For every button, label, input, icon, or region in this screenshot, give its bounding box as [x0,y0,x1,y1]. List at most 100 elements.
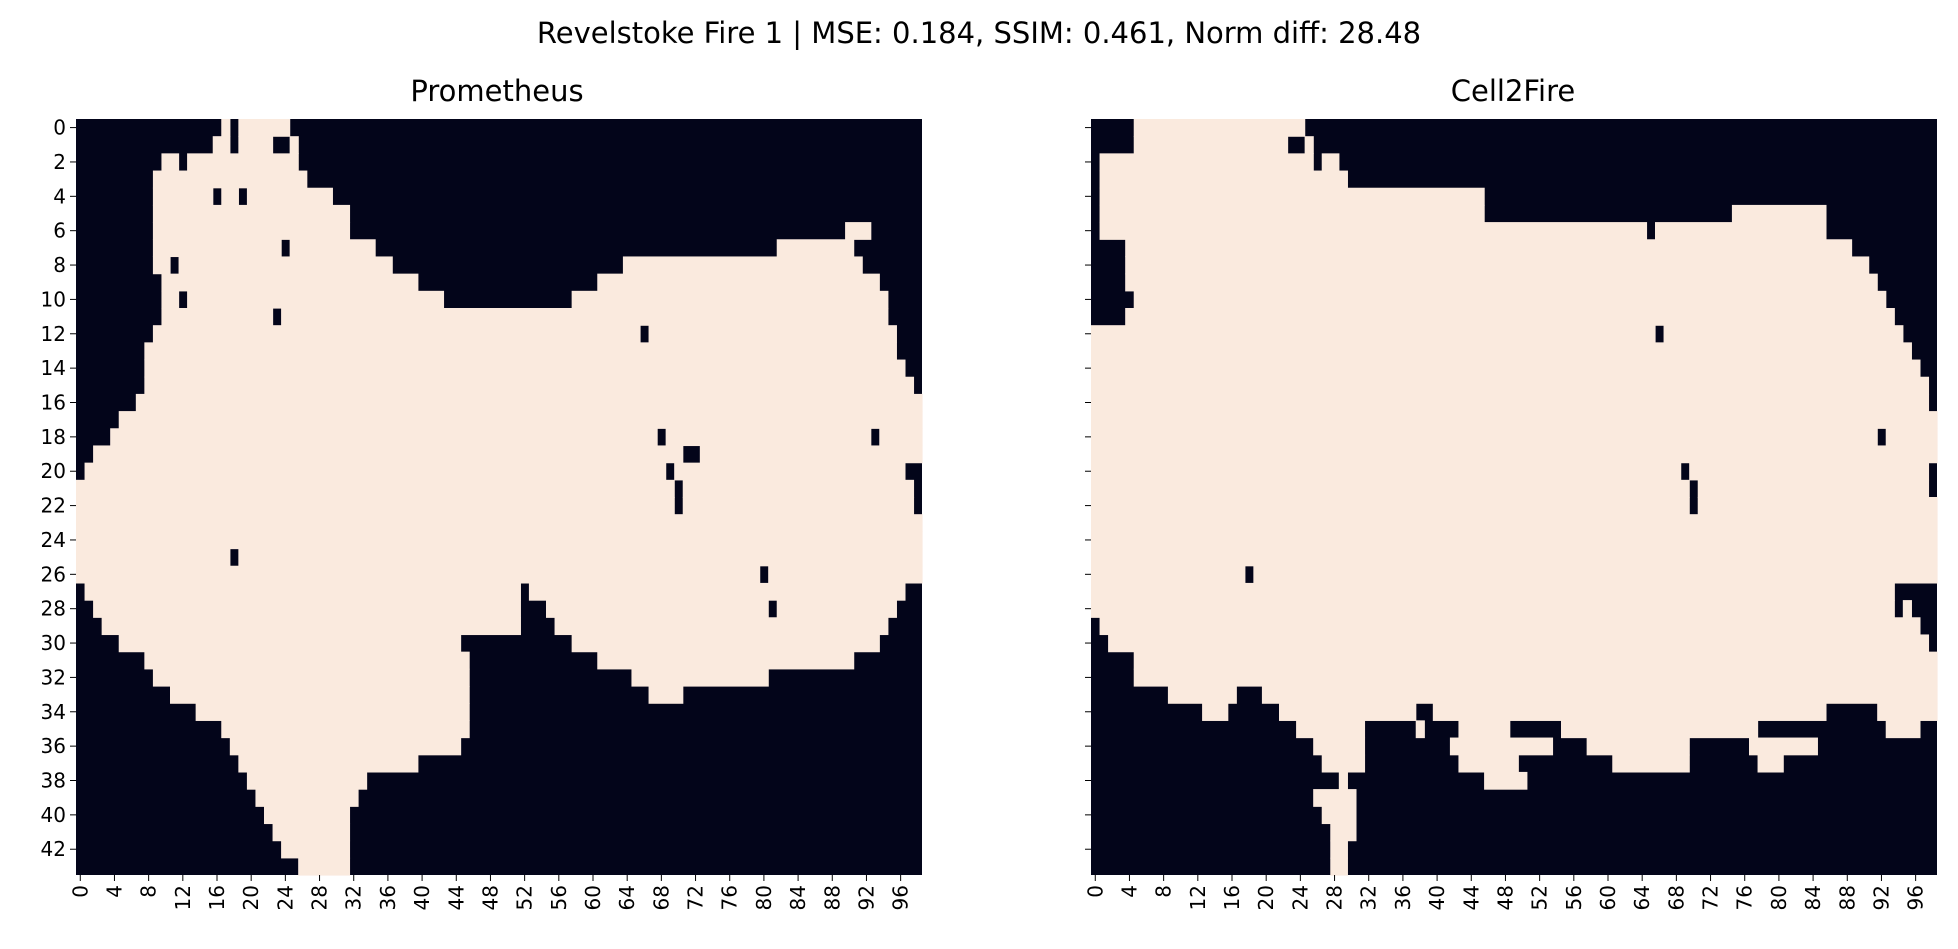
burned-cell-run [1133,119,1306,137]
burned-cell-run [1757,754,1784,773]
burned-cell-run [1133,136,1289,154]
x-tick-label: 36 [376,885,400,910]
burned-cell-run [776,600,897,618]
burned-cell-run [768,565,923,584]
burned-cell-run [1091,411,1938,429]
burned-cell-run [1099,222,1648,240]
x-tick-label: 20 [239,885,263,910]
burned-cell-run [152,222,351,240]
burned-cell-run [1091,428,1878,447]
y-tick-label: 24 [41,528,66,552]
burned-cell-run [1449,737,1554,756]
burned-cell-run [110,428,658,447]
x-tick-label: 0 [1083,885,1107,898]
x-tick-label: 40 [1425,885,1449,910]
burned-cell-run [1697,497,1938,515]
burned-cell-run [229,737,462,756]
y-tick-label: 20 [41,459,66,483]
burned-cell-run [84,462,667,481]
x-tick-label: 4 [102,885,126,898]
burned-cell-run [571,634,880,653]
x-tick-label: 24 [273,885,297,910]
burned-cell-run [1313,737,1366,756]
burned-cell-run [1099,170,1348,189]
x-tick-label: 52 [1528,885,1552,910]
burned-cell-run [187,290,445,309]
burned-cell-run [1091,445,1938,464]
x-tick-label: 88 [820,885,844,910]
burned-cell-run [161,153,180,172]
x-tick-label: 96 [889,885,913,910]
y-tick-label: 28 [41,597,66,621]
burned-cell-run [1458,720,1511,739]
burned-cell-run [1885,428,1938,447]
burned-cell-run [161,290,180,309]
burned-cell-run [76,497,675,515]
burned-cell-run [528,582,906,601]
burned-cell-run [1091,376,1930,395]
burned-cell-run [93,600,521,618]
burned-cell-run [221,720,470,739]
x-tick-label: 92 [1869,885,1893,910]
x-tick-label: 56 [1562,885,1586,910]
burned-cell-run [1091,531,1938,550]
burned-cell-run [1125,256,1870,275]
x-tick-label: 32 [342,885,366,910]
y-tick-label: 8 [53,253,66,277]
x-tick-label: 36 [1391,885,1415,910]
y-tick-label: 36 [41,734,66,758]
x-tick-label: 76 [1733,885,1757,910]
y-tick-label: 2 [53,150,66,174]
burned-cell-run [281,308,889,326]
burned-cell-run [1091,359,1921,378]
burned-cell-run [674,462,906,481]
burned-cell-run [1561,720,1759,739]
figure-title: Revelstoke Fire 1 | MSE: 0.184, SSIM: 0.… [537,16,1421,50]
burned-cell-run [93,445,684,464]
burned-cell-run [281,840,351,859]
burned-cell-run [682,497,915,515]
burned-cell-run [1655,222,1827,240]
heatmap-cells-prometheus [76,119,923,876]
burned-cell-run [152,668,470,687]
burned-cell-run [195,703,470,721]
burned-cell-run [170,686,470,704]
burned-cell-run [144,342,897,361]
panel-title-cell2fire: Cell2Fire [1451,74,1575,108]
burned-cell-run [1338,771,1348,790]
burned-cell-run [178,256,393,275]
burned-cell-run [161,273,419,292]
burned-cell-run [1091,497,1690,515]
burned-cell-run [597,651,855,670]
burned-cell-run [152,204,351,223]
burned-cell-run [76,479,675,498]
burned-cell-run [221,119,231,137]
burned-cell-run [622,256,863,275]
burned-cell-run [246,771,368,790]
burned-cell-run [1612,754,1690,773]
panel-title-prometheus: Prometheus [410,74,583,108]
burned-cell-run [289,136,299,154]
y-tick-label: 22 [41,494,66,518]
burned-cell-run [1689,462,1930,481]
y-tick-label: 6 [53,219,66,243]
burned-cell-run [546,600,769,618]
burned-cell-run [76,565,761,584]
y-tick-label: 10 [41,287,66,311]
x-tick-label: 92 [854,885,878,910]
burned-cell-run [187,153,299,172]
burned-cell-run [298,857,351,876]
burned-cell-run [1253,565,1938,584]
x-tick-label: 96 [1904,885,1928,910]
x-tick-label: 52 [513,885,537,910]
burned-cell-run [152,170,308,189]
x-axis-ticks-prometheus: 0 4 8 12 16 20 24 28 32 36 40 44 48 52 56 60 64 68 72 76 80 8… [68,875,913,910]
x-tick-label: 84 [1801,885,1825,910]
burned-cell-run [1091,325,1656,343]
burned-cell-run [1749,737,1818,756]
x-tick-label: 12 [171,885,195,910]
x-tick-label: 44 [1459,885,1483,910]
y-tick-label: 16 [41,391,66,415]
burned-cell-run [1133,290,1887,309]
